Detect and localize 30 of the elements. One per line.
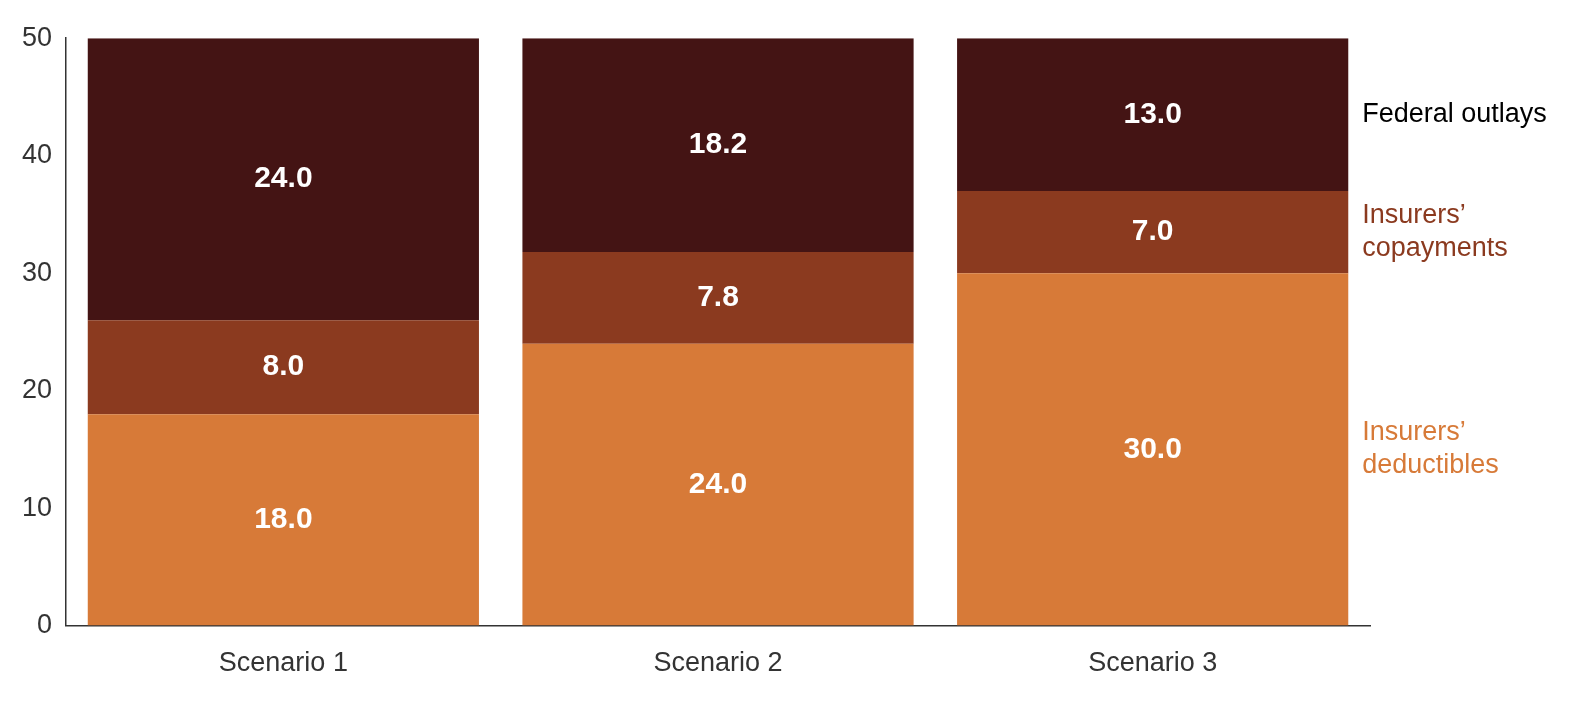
x-tick-label: Scenario 3 bbox=[1088, 647, 1218, 678]
data-label: 24.0 bbox=[688, 465, 748, 499]
bar bbox=[522, 38, 914, 253]
bar bbox=[87, 38, 479, 321]
x-tick-label: Scenario 2 bbox=[653, 647, 783, 678]
bar bbox=[957, 38, 1349, 191]
bar bbox=[87, 320, 479, 415]
data-label: 7.0 bbox=[1131, 213, 1174, 247]
data-label: 7.8 bbox=[697, 279, 739, 313]
series-label: Federal outlays bbox=[1362, 98, 1547, 129]
bar bbox=[957, 273, 1349, 626]
bar bbox=[957, 190, 1349, 274]
y-tick-label: 50 bbox=[21, 21, 53, 52]
data-label: 18.0 bbox=[254, 501, 313, 535]
bar bbox=[522, 343, 914, 626]
y-tick-label: 0 bbox=[37, 609, 53, 640]
bar bbox=[87, 414, 479, 626]
series-label: Insurers’ deductibles bbox=[1362, 416, 1499, 480]
data-label: 13.0 bbox=[1123, 95, 1182, 129]
y-tick-label: 30 bbox=[21, 256, 53, 287]
data-label: 8.0 bbox=[262, 348, 305, 382]
y-tick-label: 10 bbox=[21, 491, 53, 522]
bar bbox=[522, 252, 914, 344]
x-tick-label: Scenario 1 bbox=[218, 647, 348, 678]
y-tick-label: 20 bbox=[21, 374, 53, 405]
y-tick-label: 40 bbox=[21, 139, 53, 170]
data-label: 24.0 bbox=[254, 160, 313, 194]
series-label: Insurers’ copayments bbox=[1362, 199, 1508, 262]
data-label: 18.2 bbox=[688, 126, 748, 160]
data-label: 30.0 bbox=[1123, 430, 1182, 464]
